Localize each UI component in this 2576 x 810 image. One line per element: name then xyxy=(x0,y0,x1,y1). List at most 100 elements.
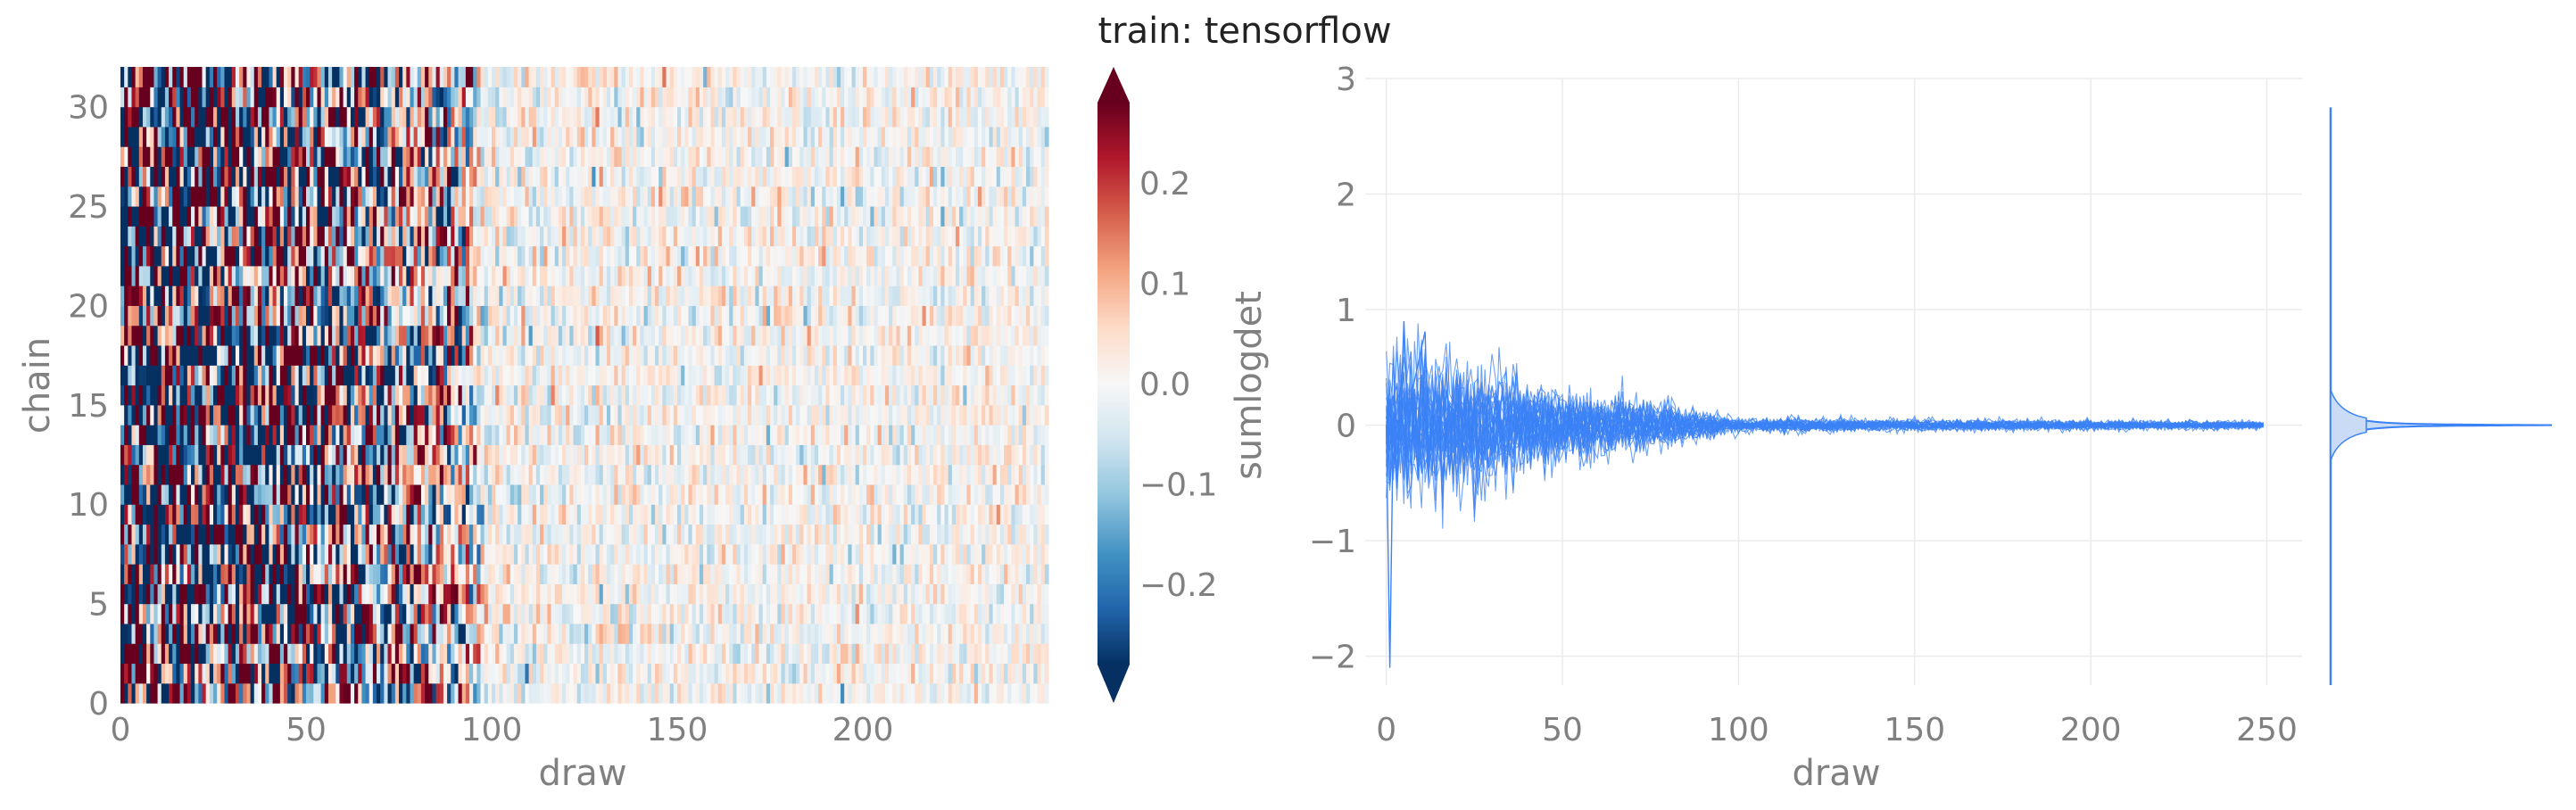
heatmap-cell xyxy=(699,384,704,406)
heatmap-cell xyxy=(703,305,708,326)
heatmap-cell xyxy=(253,543,259,565)
heatmap-cell xyxy=(384,543,389,565)
heatmap-cell xyxy=(777,643,783,665)
heatmap-cell xyxy=(380,305,385,326)
heatmap-cell xyxy=(918,643,924,665)
heatmap-cell xyxy=(465,504,470,525)
heatmap-cell xyxy=(625,325,630,346)
heatmap-cell xyxy=(138,365,144,386)
heatmap-cell xyxy=(461,524,467,545)
heatmap-cell xyxy=(495,325,500,346)
heatmap-cell xyxy=(186,344,192,366)
heatmap-cell xyxy=(799,305,805,326)
heatmap-cell xyxy=(736,643,741,665)
heatmap-cell xyxy=(384,643,389,665)
heatmap-cell xyxy=(628,564,634,584)
heatmap-cell xyxy=(480,365,485,386)
heatmap-cell xyxy=(343,623,348,644)
heatmap-cell xyxy=(588,504,592,525)
heatmap-cell xyxy=(164,623,170,644)
heatmap-cell xyxy=(1044,344,1049,366)
heatmap-cell xyxy=(989,444,994,466)
heatmap-cell xyxy=(863,564,867,584)
heatmap-cell xyxy=(774,305,778,326)
heatmap-cell xyxy=(733,583,738,605)
heatmap-cell xyxy=(131,444,137,466)
heatmap-cell xyxy=(874,444,879,466)
heatmap-cell xyxy=(202,325,207,346)
heatmap-cell xyxy=(933,444,938,466)
heatmap-cell xyxy=(566,344,570,366)
heatmap-cell xyxy=(684,464,690,485)
heatmap-cell xyxy=(588,543,592,565)
heatmap-cell xyxy=(963,504,968,525)
heatmap-cell xyxy=(406,583,411,605)
heatmap-cell xyxy=(235,643,240,665)
heatmap-cell xyxy=(272,663,277,684)
heatmap-cell xyxy=(384,583,389,605)
heatmap-cell xyxy=(554,305,559,326)
heatmap-cell xyxy=(650,444,656,466)
heatmap-cell xyxy=(183,404,188,426)
heatmap-cell xyxy=(751,305,756,326)
heatmap-cell xyxy=(161,603,166,624)
heatmap-cell xyxy=(243,325,248,346)
heatmap-cell xyxy=(889,344,893,366)
heatmap-cell xyxy=(933,305,938,326)
heatmap-cell xyxy=(977,524,982,545)
heatmap-cell xyxy=(784,325,790,346)
heatmap-cell xyxy=(956,464,960,485)
heatmap-cell xyxy=(576,425,582,445)
heatmap-cell xyxy=(361,663,367,684)
heatmap-cell xyxy=(350,564,355,584)
heatmap-cell xyxy=(535,643,541,665)
heatmap-cell xyxy=(205,404,211,426)
heatmap-cell xyxy=(610,583,615,605)
heatmap-cell xyxy=(335,524,341,545)
heatmap-cell xyxy=(677,603,682,624)
heatmap-cell xyxy=(736,464,741,485)
heatmap-cell xyxy=(128,682,133,704)
heatmap-cell xyxy=(402,444,407,466)
heatmap-cell xyxy=(369,404,374,426)
heatmap-cell xyxy=(402,543,407,565)
heatmap-cell xyxy=(161,504,166,525)
heatmap-cell xyxy=(142,524,147,545)
heatmap-cell xyxy=(948,564,953,584)
heatmap-cell xyxy=(940,663,946,684)
heatmap-cell xyxy=(269,325,274,346)
heatmap-cell xyxy=(677,543,682,565)
heatmap-cell xyxy=(643,583,649,605)
heatmap-cell xyxy=(346,384,352,406)
heatmap-cell xyxy=(365,464,370,485)
heatmap-cell xyxy=(202,564,207,584)
heatmap-cell xyxy=(818,623,823,644)
heatmap-cell xyxy=(120,425,125,445)
heatmap-cell xyxy=(915,404,919,426)
heatmap-cell xyxy=(484,504,489,525)
heatmap-cell xyxy=(332,543,336,565)
heatmap-cell xyxy=(573,325,578,346)
heatmap-cell xyxy=(758,643,764,665)
heatmap-cell xyxy=(186,365,192,386)
heatmap-cell xyxy=(198,663,203,684)
heatmap-cell xyxy=(956,504,960,525)
heatmap-cell xyxy=(205,524,211,545)
heatmap-cell xyxy=(866,365,871,386)
heatmap-cell xyxy=(506,543,511,565)
heatmap-cell xyxy=(832,643,838,665)
heatmap-cell xyxy=(1037,504,1042,525)
heatmap-cell xyxy=(863,663,867,684)
heatmap-cell xyxy=(287,404,292,426)
heatmap-cell xyxy=(866,504,871,525)
heatmap-cell xyxy=(525,365,530,386)
heatmap-cell xyxy=(551,484,556,505)
heatmap-cell xyxy=(933,564,938,584)
heatmap-cell xyxy=(884,384,890,406)
heatmap-cell xyxy=(662,524,667,545)
heatmap-cell xyxy=(480,305,485,326)
heatmap-cell xyxy=(884,464,890,485)
heatmap-cell xyxy=(235,504,240,525)
heatmap-cell xyxy=(1022,504,1027,525)
heatmap-cell xyxy=(525,504,530,525)
